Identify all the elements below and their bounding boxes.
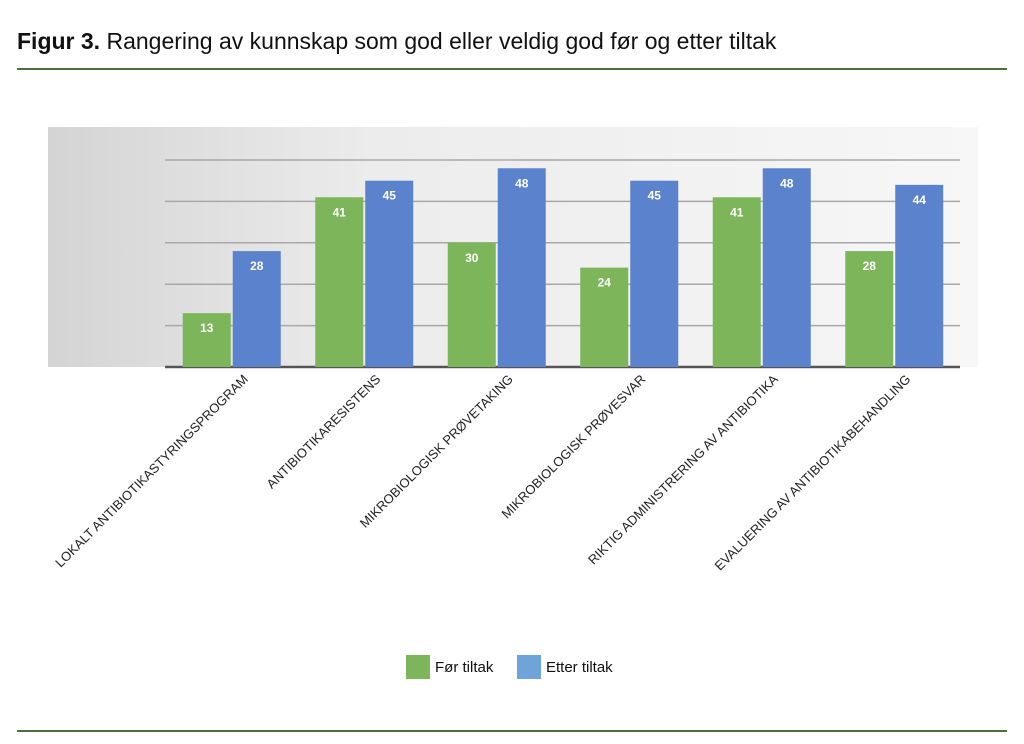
bar-before <box>580 267 629 367</box>
bottom-rule <box>17 730 1007 732</box>
figure-title-text: Rangering av kunnskap som god eller veld… <box>106 28 777 54</box>
data-label: 44 <box>913 193 927 207</box>
bar-after <box>895 184 944 367</box>
bar-after <box>762 168 811 367</box>
bar-after <box>630 180 679 367</box>
legend-swatch <box>406 655 430 679</box>
legend-label: Etter tiltak <box>546 659 613 676</box>
data-label: 41 <box>333 205 347 219</box>
bar-after <box>365 180 414 367</box>
bar-after <box>497 168 546 367</box>
data-label: 45 <box>383 189 397 203</box>
legend-swatch <box>517 655 541 679</box>
data-label: 48 <box>515 176 529 190</box>
bar-before <box>712 197 761 367</box>
category-label: ANTIBIOTIKARESISTENS <box>263 371 383 491</box>
bar-after <box>232 251 281 367</box>
figure-title: Figur 3. Rangering av kunnskap som god e… <box>17 28 776 55</box>
bar-before <box>182 313 231 367</box>
data-label: 30 <box>465 251 479 265</box>
data-label: 48 <box>780 176 794 190</box>
bar-before <box>447 242 496 367</box>
top-rule <box>17 68 1007 70</box>
data-label: 24 <box>598 276 612 290</box>
data-label: 28 <box>250 259 264 273</box>
data-label: 45 <box>648 189 662 203</box>
figure-label: Figur 3. <box>17 28 101 54</box>
bar-before <box>315 197 364 367</box>
legend-label: Før tiltak <box>435 659 494 676</box>
bar-before <box>845 251 894 367</box>
category-label: LOKALT ANTIBIOTIKASTYRINGSPROGRAM <box>52 372 251 571</box>
category-label: MIKROBIOLOGISK PRØVESVAR <box>498 372 648 522</box>
data-label: 13 <box>200 321 214 335</box>
data-label: 41 <box>730 205 744 219</box>
data-label: 28 <box>863 259 877 273</box>
category-label: MIKROBIOLOGISK PRØVETAKING <box>357 372 516 531</box>
